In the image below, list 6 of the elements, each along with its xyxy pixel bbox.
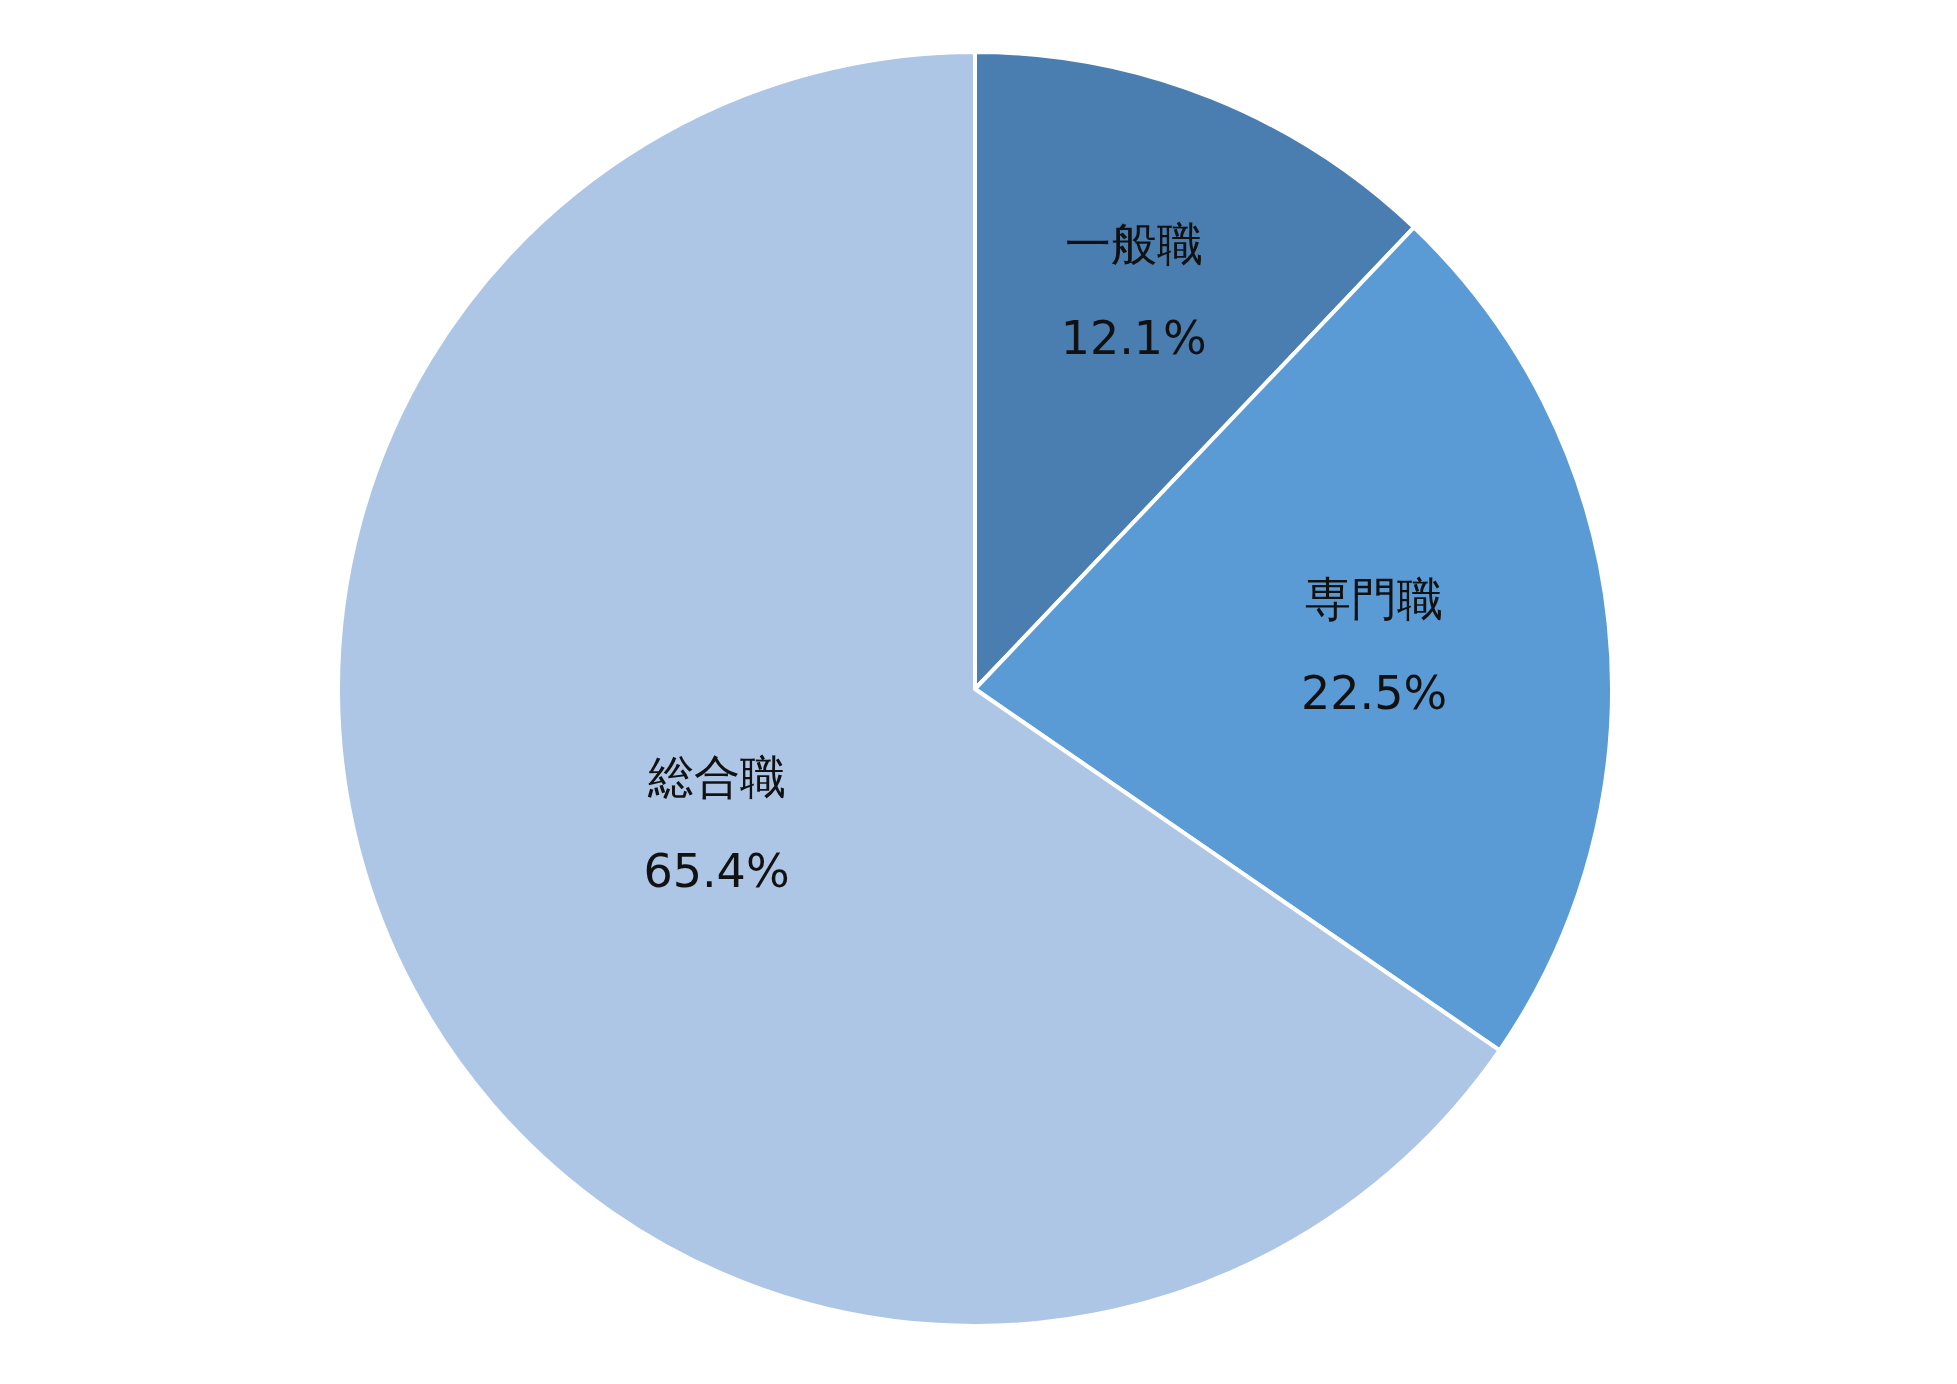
- slice-label: 一般職: [1064, 216, 1203, 271]
- data-label: 12.1%: [1060, 310, 1207, 365]
- data-label: 65.4%: [643, 843, 790, 898]
- data-label: 22.5%: [1301, 666, 1448, 721]
- slice-label: 専門職: [1305, 572, 1444, 627]
- slice-label: 総合職: [646, 749, 786, 804]
